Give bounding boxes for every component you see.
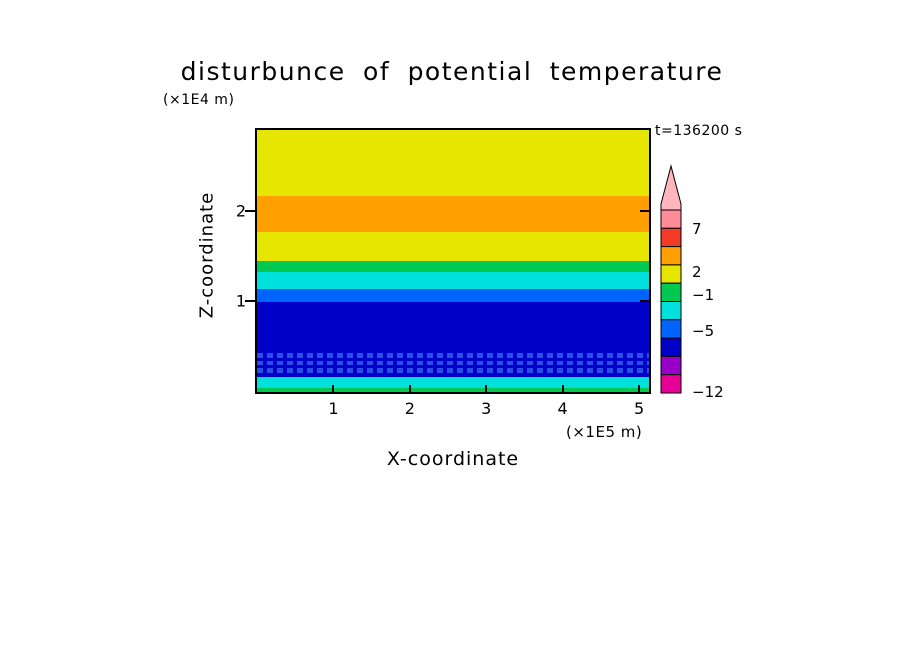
x-tick-mark — [408, 385, 411, 392]
contour-band — [257, 130, 649, 197]
x-tick-mark — [332, 385, 335, 392]
colorbar-segment — [660, 227, 682, 248]
colorbar-segment — [660, 264, 682, 284]
contour-band — [257, 302, 649, 377]
colorbar-segment — [660, 246, 682, 266]
colorbar-segment — [660, 337, 682, 357]
colorbar-segment — [660, 374, 682, 394]
chart-title: disturbunce of potential temperature — [180, 57, 724, 86]
noise-band — [257, 361, 649, 365]
colorbar-label: 2 — [692, 263, 702, 282]
contour-band — [257, 260, 649, 273]
noise-band — [257, 353, 649, 358]
x-tick-mark — [485, 385, 488, 392]
contour-band — [257, 232, 649, 261]
x-tick-label: 3 — [481, 399, 492, 418]
noise-band — [257, 368, 649, 373]
colorbar-label: −5 — [692, 321, 715, 340]
colorbar-segment — [660, 301, 682, 321]
contour-band — [257, 288, 649, 303]
y-tick-mark — [245, 300, 255, 303]
x-tick-mark — [638, 385, 641, 392]
time-label: t=136200 s — [655, 123, 743, 139]
colorbar-segment — [660, 282, 682, 302]
x-tick-label: 2 — [404, 399, 415, 418]
colorbar — [660, 164, 682, 394]
y-axis-unit-label: (×1E4 m) — [163, 92, 235, 108]
y-tick-label: 2 — [235, 201, 246, 221]
colorbar-label: −1 — [692, 285, 715, 304]
x-tick-label: 1 — [328, 399, 339, 418]
contour-band — [257, 388, 649, 392]
x-tick-label: 4 — [557, 399, 568, 418]
colorbar-label: −12 — [692, 383, 724, 402]
contour-band — [257, 376, 649, 389]
colorbar-segment — [660, 319, 682, 339]
plot-area — [255, 128, 651, 394]
colorbar-segment — [660, 209, 682, 229]
x-tick-label: 5 — [633, 399, 645, 418]
x-axis-unit-label: (×1E5 m) — [566, 423, 643, 441]
x-tick-mark — [561, 385, 564, 392]
y-tick-mark — [245, 209, 255, 212]
x-axis-title: X-coordinate — [386, 448, 520, 470]
y-axis-title: Z-coordinate — [196, 191, 218, 319]
colorbar-segment — [660, 355, 682, 376]
colorbar-label: 7 — [692, 220, 702, 239]
y-tick-mark — [640, 300, 649, 303]
colorbar-tip — [660, 164, 682, 211]
contour-band — [257, 272, 649, 289]
contour-band — [257, 196, 649, 233]
y-tick-mark — [640, 209, 649, 212]
y-tick-label: 1 — [235, 291, 246, 311]
